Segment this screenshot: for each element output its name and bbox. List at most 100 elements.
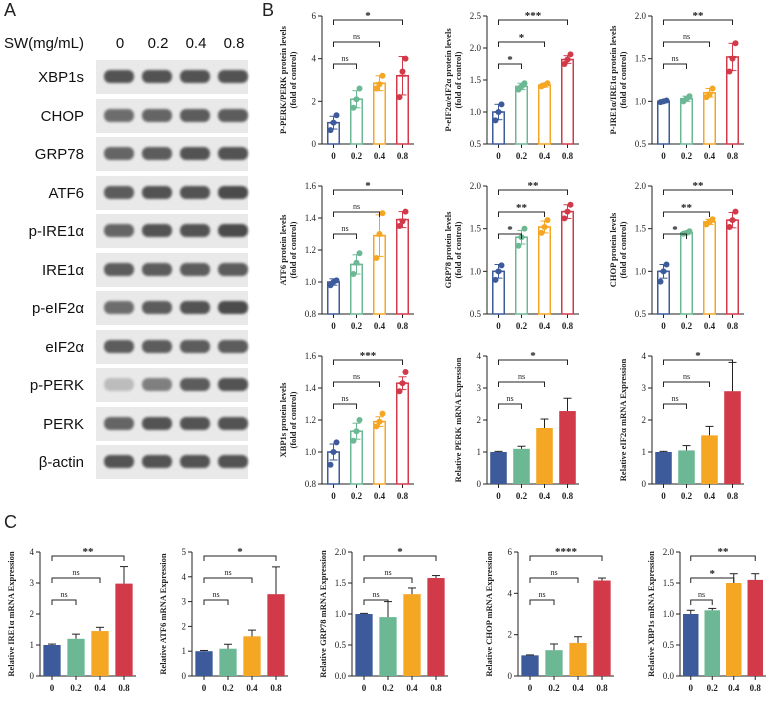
y-tick-label: 2 (312, 96, 317, 106)
bar (91, 631, 109, 676)
bar (67, 638, 85, 676)
y-tick-label: 5 (182, 547, 187, 557)
x-tick-label: 0 (331, 321, 336, 331)
blot-band (104, 455, 134, 468)
y-axis-label: Relative eIF2α mRNA Expression (618, 359, 628, 482)
blot-band (104, 378, 134, 391)
blot-band (142, 185, 172, 199)
significance-label: * (672, 224, 678, 236)
data-point (333, 112, 340, 119)
bar (396, 218, 409, 315)
blot-protein-label: XBP1s (38, 69, 84, 86)
y-tick-label: 1.0 (470, 266, 482, 276)
bar (396, 382, 409, 485)
y-tick-label: 1.2 (305, 245, 316, 255)
y-tick-label: 0.0 (663, 671, 675, 681)
significance-bracket (203, 555, 277, 561)
bar (490, 452, 507, 484)
y-tick-label: 4 (508, 588, 513, 598)
bar (515, 236, 528, 315)
blot-band (104, 147, 134, 160)
significance-label: * (710, 568, 716, 580)
blot-row: IRE1α (0, 252, 252, 287)
significance-bracket (663, 63, 687, 69)
x-tick-label: 0.2 (516, 151, 528, 161)
bar (396, 74, 409, 145)
x-tick-label: 0.8 (727, 321, 739, 331)
bar (655, 452, 672, 484)
y-tick-label: 2.0 (635, 181, 647, 191)
bar (350, 263, 363, 315)
significance-label: ** (718, 546, 730, 558)
blot-protein-label: p-IRE1α (28, 223, 84, 240)
y-axis-label: Relative IRE1α mRNA Expression (6, 551, 16, 677)
western-blot-panel: SW(mg/mL) 0 0.2 0.4 0.8 XBP1s CHOP GRP78 AT… (0, 0, 252, 490)
x-tick-label: 0 (661, 491, 666, 501)
significance-label: ns (224, 568, 231, 577)
y-tick-label: 2 (642, 415, 647, 425)
significance-bracket (498, 233, 522, 239)
x-tick-label: 0.2 (382, 683, 394, 693)
bar (379, 617, 397, 676)
data-point (544, 217, 551, 224)
y-axis-label: Relative XBP1s mRNA Expression (646, 551, 656, 677)
x-tick-label: 0.8 (397, 151, 409, 161)
blot-band (104, 185, 134, 199)
blot-band (218, 301, 248, 314)
x-tick-label: 0 (689, 683, 694, 693)
y-tick-label: 6 (312, 11, 317, 21)
concentration-label: 0.8 (223, 35, 245, 52)
data-point (515, 242, 522, 249)
blot-band (180, 224, 210, 237)
significance-bracket (690, 577, 735, 583)
y-tick-label: 0.5 (663, 640, 675, 650)
blot-band (104, 416, 134, 430)
significance-bracket (333, 233, 357, 239)
blot-protein-label: GRP78 (34, 146, 84, 163)
significance-bracket (333, 63, 357, 69)
significance-label: ** (83, 546, 95, 558)
significance-bracket (529, 555, 603, 561)
y-axis-label: (fold of control) (453, 221, 463, 278)
y-tick-label: 1.0 (305, 277, 317, 287)
y-tick-label: 4 (642, 351, 647, 361)
bar (726, 56, 739, 145)
y-tick-label: 1 (477, 447, 482, 457)
blot-protein-label: eIF2α (45, 338, 84, 356)
bar (492, 270, 505, 315)
data-point (567, 201, 574, 208)
significance-label: ns (353, 202, 360, 211)
data-point (521, 225, 528, 232)
y-tick-label: 1.0 (635, 266, 647, 276)
x-tick-label: 0.2 (681, 151, 693, 161)
bar (538, 226, 551, 315)
significance-label: ** (516, 202, 528, 214)
blot-protein-label: ATF6 (48, 184, 84, 202)
y-tick-label: 2.0 (470, 181, 482, 191)
x-tick-label: 0 (661, 321, 666, 331)
significance-label: ns (72, 568, 79, 577)
y-tick-label: 1.6 (305, 181, 317, 191)
bar (701, 435, 718, 484)
bar (327, 281, 340, 315)
y-axis-label: (fold of control) (453, 51, 463, 108)
blot-band (218, 108, 248, 122)
panel-label-b: B (262, 0, 275, 20)
blot-band (142, 147, 172, 160)
data-point (356, 417, 363, 423)
data-point (564, 56, 571, 63)
bar (747, 579, 763, 676)
y-axis-label: P-PERK/PERK protein levels (278, 25, 288, 134)
significance-label: ns (698, 590, 705, 599)
x-tick-label: 0.8 (430, 683, 442, 693)
significance-label: * (507, 54, 513, 66)
data-point (515, 86, 522, 93)
y-tick-label: 1.5 (635, 54, 647, 64)
y-tick-label: 0.5 (635, 139, 647, 149)
significance-bracket (498, 189, 568, 195)
x-tick-label: 0.4 (374, 491, 386, 501)
data-point (657, 278, 664, 285)
y-tick-label: 6 (508, 547, 513, 557)
data-point (356, 250, 363, 257)
x-tick-label: 0 (362, 683, 367, 693)
